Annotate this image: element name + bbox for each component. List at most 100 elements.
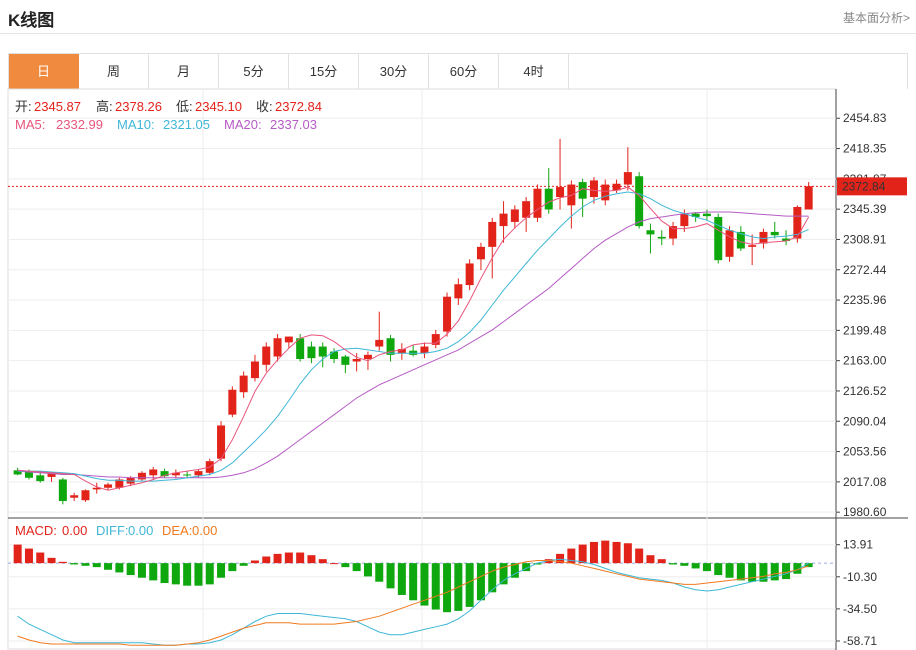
macd-bar [443,563,452,613]
macd-bar [318,559,327,564]
price-tick-label: 2235.96 [843,293,887,307]
macd-bar [171,563,180,585]
header-divider [0,33,916,34]
macd-bar [24,548,33,564]
candle [725,226,734,262]
macd-bar [273,553,282,564]
price-tick-label: 2345.39 [843,202,887,216]
macd-bar [465,563,474,607]
candle [273,334,282,362]
candle-body [13,470,22,475]
ma5-label: MA5: [15,117,45,132]
fundamental-analysis-link[interactable]: 基本面分析> [842,11,910,25]
candle [386,334,395,362]
macd-bar [126,563,135,576]
candle-body [296,338,305,360]
candle-body [375,339,384,347]
tab-60min[interactable]: 60分 [429,54,499,89]
macd-bar [13,544,22,564]
candle-body [81,490,90,501]
candle-body [24,471,33,478]
candle [804,182,813,210]
dea-value: 0.00 [192,523,217,538]
candle [533,184,542,222]
candle [522,197,531,232]
macd-bar [217,563,226,578]
macd-bar [183,563,192,586]
macd-tick-label: 13.91 [843,538,873,552]
candle [318,342,327,368]
open-value: 2345.87 [34,99,81,114]
price-tick-label: 2454.83 [843,111,887,125]
tab-week[interactable]: 周 [79,54,149,89]
ma10-label: MA10: [117,117,155,132]
macd-bar [657,559,666,564]
macd-bar [714,563,723,576]
high-value: 2378.26 [115,99,162,114]
candle-body [70,495,79,498]
macd-bar [104,563,113,570]
price-tick-label: 2126.52 [843,384,887,398]
candle [352,353,361,372]
macd-bar [58,561,67,564]
candle-body [318,346,327,357]
macd-bar [556,553,565,564]
macd-bar [601,540,610,564]
candle-body [804,186,813,210]
candle-body [160,471,169,477]
macd-bar [194,563,203,586]
candle [476,242,485,271]
candle-body [623,172,632,185]
candle-body [680,213,689,227]
period-tabs: 日 周 月 5分 15分 30分 60分 4时 [8,53,908,89]
candle-body [104,484,113,488]
macd-bar [284,552,293,564]
candle [262,342,271,372]
ma20-value: 2337.03 [270,117,317,132]
candle-body [510,209,519,222]
candle-body [589,180,598,198]
macd-bar [375,563,384,582]
ma20-line [17,211,809,479]
ma10-value: 2321.05 [163,117,210,132]
candle-body [239,375,248,393]
candle [635,172,644,229]
candle-body [669,226,678,239]
macd-bar [522,563,531,572]
macd-bar [804,563,813,568]
candle-body [725,230,734,257]
open-label: 开: [15,99,32,114]
candle [239,371,248,399]
macd-bar [578,544,587,564]
candle-body [284,336,293,343]
candle [657,230,666,246]
macd-bar [409,563,418,601]
macd-bar [386,563,395,589]
candle [443,292,452,337]
tab-day[interactable]: 日 [9,54,79,89]
tab-5min[interactable]: 5分 [219,54,289,89]
macd-bar [782,563,791,580]
macd-bar [296,552,305,564]
candle [284,336,293,349]
candle-body [330,351,339,360]
candle [510,205,519,229]
tab-30min[interactable]: 30分 [359,54,429,89]
price-tick-label: 1980.60 [843,505,887,519]
macd-bar [725,563,734,578]
tab-month[interactable]: 月 [149,54,219,89]
macd-bar [397,563,406,595]
candle [488,217,497,279]
tab-15min[interactable]: 15分 [289,54,359,89]
macd-bar [262,556,271,564]
candle [183,471,192,478]
macd-bar [137,563,146,578]
candle [748,234,757,266]
price-tick-label: 2418.35 [843,142,887,156]
price-tick-label: 2090.04 [843,414,887,428]
tab-4hour[interactable]: 4时 [499,54,569,89]
candle-body [443,296,452,332]
candle [375,311,384,351]
diff-label: DIFF: [96,523,129,538]
